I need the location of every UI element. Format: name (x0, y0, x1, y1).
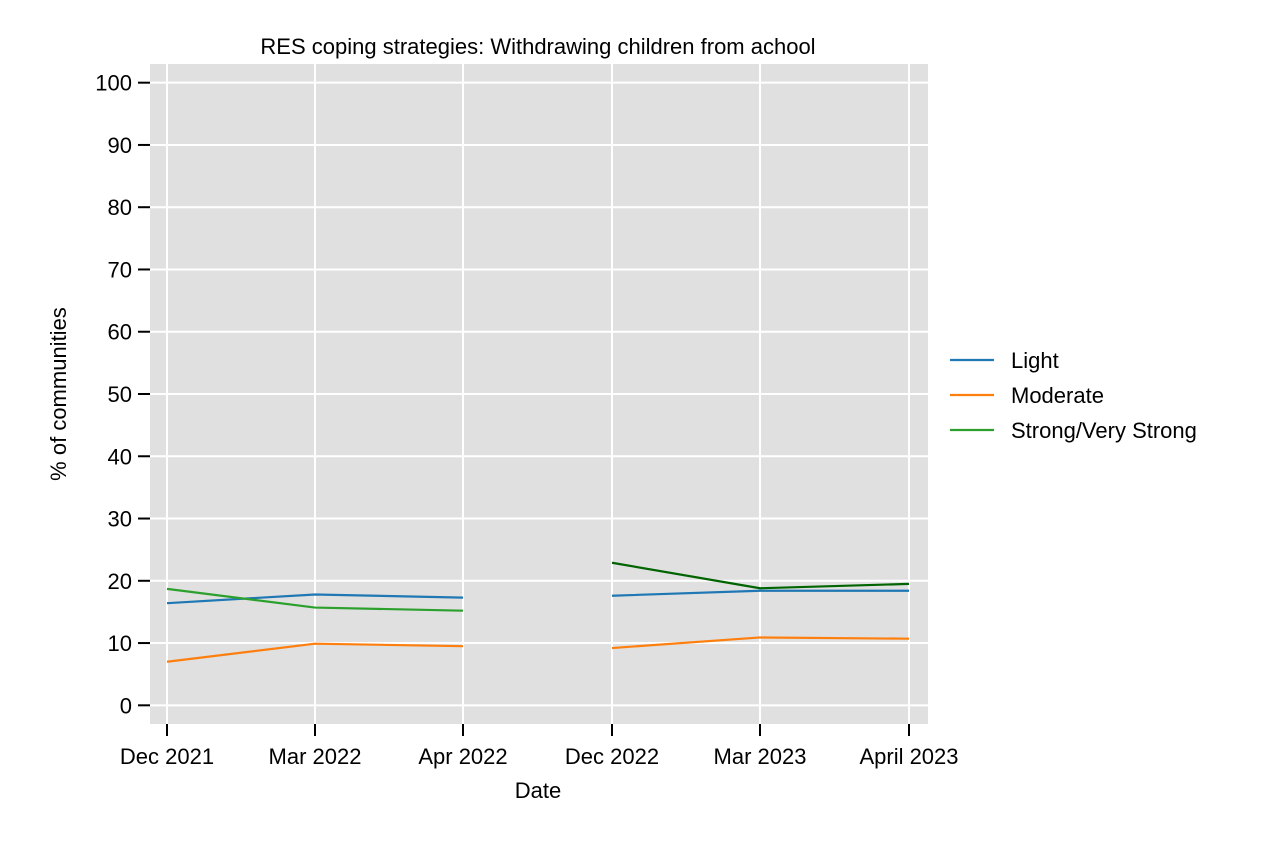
y-tick-label: 10 (108, 631, 132, 656)
y-tick-label: 100 (95, 71, 132, 96)
y-tick-label: 20 (108, 569, 132, 594)
series-line-light (611, 589, 909, 597)
x-tick-label: Dec 2021 (120, 744, 214, 769)
x-tick-label: Mar 2022 (269, 744, 362, 769)
series-line-moderate (611, 636, 910, 650)
chart-title: RES coping strategies: Withdrawing child… (260, 34, 815, 59)
y-tick-label: 80 (108, 195, 132, 220)
series-line-strong-very-strong (166, 587, 464, 612)
x-tick-label: April 2023 (859, 744, 958, 769)
axes: 0 10 20 30 40 50 60 70 80 90 100 Dec 2021 Mar 2022 Ap… (95, 71, 958, 769)
legend-label: Moderate (1011, 383, 1104, 408)
x-tick-label: Apr 2022 (418, 744, 507, 769)
y-tick-label: 50 (108, 382, 132, 407)
y-axis-title: % of communities (46, 307, 71, 481)
series-line-light (166, 593, 464, 605)
y-tick-label: 0 (120, 693, 132, 718)
x-tick-label: Mar 2023 (714, 744, 807, 769)
y-tick-label: 40 (108, 444, 132, 469)
y-tick-label: 90 (108, 133, 132, 158)
gridlines (150, 64, 928, 724)
legend-label: Strong/Very Strong (1011, 418, 1197, 443)
series-line-strong-very-strong (611, 561, 910, 590)
y-tick-label: 30 (108, 507, 132, 532)
series-line-moderate (166, 642, 464, 663)
x-tick-label: Dec 2022 (565, 744, 659, 769)
x-axis-title: Date (515, 778, 561, 803)
series-lines (166, 561, 910, 663)
y-tick-label: 60 (108, 320, 132, 345)
legend: Light Moderate Strong/Very Strong (950, 348, 1197, 443)
legend-label: Light (1011, 348, 1059, 373)
y-tick-label: 70 (108, 257, 132, 282)
